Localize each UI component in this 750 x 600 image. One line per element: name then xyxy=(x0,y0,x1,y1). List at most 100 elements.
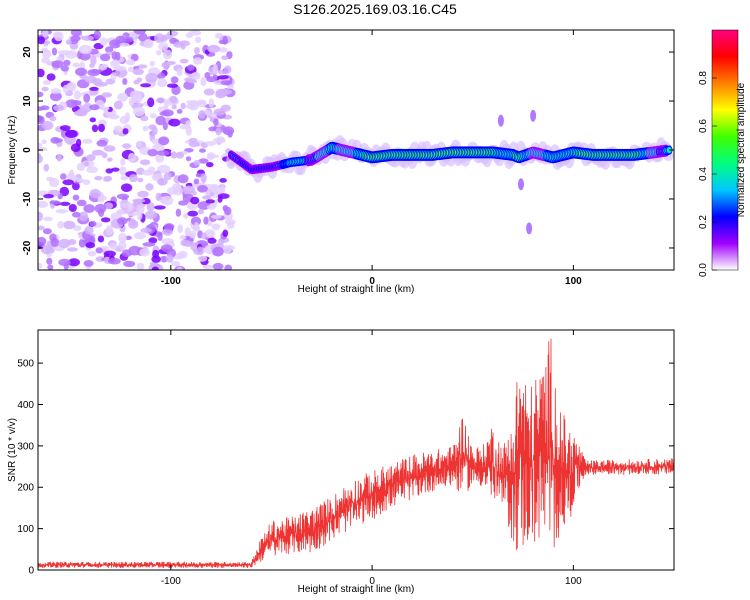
noise-blob xyxy=(154,33,165,43)
snr-x-tick-label: -100 xyxy=(161,576,181,587)
disturbance-blob xyxy=(530,109,537,122)
noise-blob xyxy=(195,173,203,178)
noise-blob xyxy=(105,225,114,236)
noise-blob xyxy=(128,245,141,256)
noise-blob xyxy=(60,173,67,180)
noise-blob xyxy=(127,66,134,73)
heatmap-marks xyxy=(38,30,674,270)
noise-blob xyxy=(200,173,207,184)
colorbar-tick-label: 0.2 xyxy=(698,215,709,229)
noise-blob xyxy=(46,257,53,265)
noise-blob xyxy=(162,122,168,131)
noise-blob xyxy=(95,81,108,87)
noise-blob xyxy=(147,97,155,108)
noise-blob xyxy=(85,242,96,249)
noise-blob xyxy=(123,260,136,268)
noise-blob xyxy=(124,112,131,122)
noise-blob xyxy=(72,182,80,191)
noise-blob xyxy=(179,235,187,240)
noise-blob xyxy=(133,232,146,240)
noise-blob xyxy=(129,174,138,183)
noise-blob xyxy=(160,244,173,253)
noise-blob xyxy=(196,246,204,256)
noise-blob xyxy=(104,202,114,210)
noise-blob xyxy=(166,83,179,88)
noise-blob xyxy=(49,91,62,102)
noise-blob xyxy=(38,225,45,231)
snr-series-line xyxy=(38,338,674,568)
snr-y-tick-label: 400 xyxy=(17,400,34,411)
noise-blob xyxy=(154,205,166,210)
noise-blob xyxy=(90,69,102,74)
snr-x-tick-label: 100 xyxy=(565,576,582,587)
noise-blob xyxy=(189,230,197,239)
noise-blob xyxy=(161,61,171,69)
noise-blob xyxy=(93,30,102,40)
noise-blob xyxy=(110,59,120,69)
noise-blob xyxy=(113,125,123,133)
noise-blob xyxy=(89,221,97,227)
noise-blob xyxy=(196,101,208,107)
noise-blob xyxy=(151,255,161,263)
noise-blob xyxy=(105,46,114,53)
noise-blob xyxy=(89,188,101,199)
noise-blob xyxy=(132,68,144,76)
snr-y-ticks: 0 100 200 300 400 500 xyxy=(17,359,674,577)
noise-blob xyxy=(78,211,89,222)
noise-blob xyxy=(192,57,203,65)
noise-blob xyxy=(208,98,215,108)
noise-blob xyxy=(72,194,80,201)
noise-blob xyxy=(48,177,60,188)
noise-blob xyxy=(82,102,93,113)
noise-blob xyxy=(97,235,105,243)
noise-blob xyxy=(166,254,174,263)
noise-blob xyxy=(171,104,177,110)
noise-blob xyxy=(103,175,113,182)
noise-blob xyxy=(219,178,227,183)
noise-blob xyxy=(217,193,230,199)
noise-blob xyxy=(186,103,195,110)
noise-blob xyxy=(176,108,183,114)
noise-blob xyxy=(118,240,127,251)
noise-blob xyxy=(83,260,94,267)
noise-blob xyxy=(57,221,65,229)
noise-blob xyxy=(82,179,91,185)
noise-blob xyxy=(76,199,87,207)
noise-blob xyxy=(216,136,226,143)
noise-blob xyxy=(177,250,188,259)
snr-x-ticks: -100 0 100 xyxy=(161,330,582,587)
noise-blob xyxy=(202,195,212,200)
noise-blob xyxy=(62,84,70,94)
noise-blob xyxy=(111,51,118,60)
noise-blob xyxy=(41,47,49,53)
noise-blob xyxy=(78,44,92,55)
noise-blob xyxy=(147,149,158,157)
noise-blob xyxy=(204,141,216,146)
noise-blob xyxy=(97,197,104,203)
noise-blob xyxy=(105,168,114,174)
heatmap-x-ticks: -100 0 100 xyxy=(161,30,582,287)
noise-blob xyxy=(180,239,191,247)
noise-blob xyxy=(109,242,118,250)
noise-blob xyxy=(147,166,156,174)
noise-blob xyxy=(108,257,121,265)
noise-blob xyxy=(128,98,135,107)
noise-blob xyxy=(43,194,54,199)
noise-blob xyxy=(72,225,82,232)
noise-blob xyxy=(65,129,78,138)
noise-blob xyxy=(81,35,94,41)
noise-blob xyxy=(59,201,71,206)
noise-blob xyxy=(87,250,97,257)
noise-blob xyxy=(139,159,151,166)
noise-blob xyxy=(140,115,149,122)
noise-blob xyxy=(57,50,70,56)
noise-blob xyxy=(204,72,211,79)
noise-blob xyxy=(129,218,136,226)
noise-blob xyxy=(200,76,207,87)
noise-blob xyxy=(149,60,155,67)
noise-blob xyxy=(38,91,44,98)
noise-blob xyxy=(117,92,128,102)
noise-blob xyxy=(124,36,134,43)
